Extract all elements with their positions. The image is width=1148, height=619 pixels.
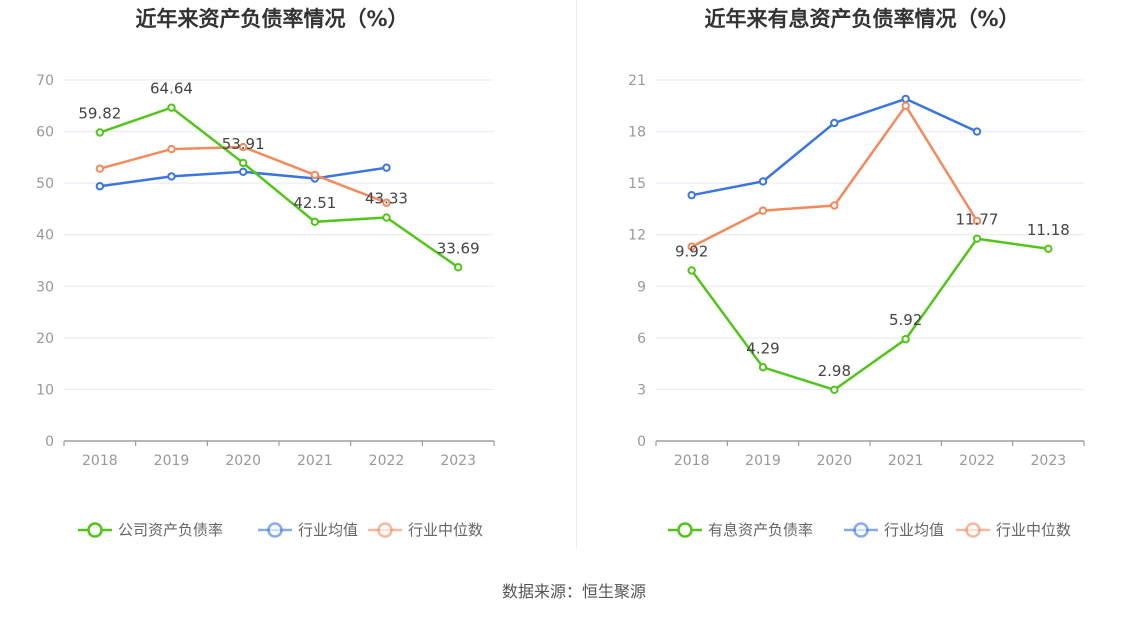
data-point[interactable] bbox=[1044, 244, 1053, 254]
data-point[interactable] bbox=[901, 335, 910, 344]
series-line-1 bbox=[691, 97, 978, 197]
data-point[interactable] bbox=[830, 385, 839, 394]
data-label: 9.92 bbox=[675, 242, 708, 260]
y-tick-label: 10 bbox=[36, 382, 54, 398]
data-point[interactable] bbox=[310, 217, 320, 226]
data-point[interactable] bbox=[238, 167, 248, 176]
data-point[interactable] bbox=[382, 213, 391, 222]
data-label: 59.82 bbox=[78, 104, 121, 122]
legend-item-0[interactable]: 有息资产负债率 bbox=[668, 521, 813, 539]
x-tick-label: 2019 bbox=[745, 453, 781, 469]
series-line-0 bbox=[690, 237, 1049, 392]
legend-item-1[interactable]: 行业均值 bbox=[844, 521, 944, 539]
legend-label: 行业均值 bbox=[884, 521, 944, 539]
chart-title: 近年来资产负债率情况（%） bbox=[135, 7, 408, 31]
data-label: 5.92 bbox=[889, 311, 922, 329]
legend-label: 行业中位数 bbox=[996, 521, 1071, 539]
data-point[interactable] bbox=[901, 94, 910, 104]
y-tick-label: 50 bbox=[36, 176, 54, 192]
data-point[interactable] bbox=[687, 190, 696, 200]
data-point[interactable] bbox=[167, 144, 176, 154]
data-point[interactable] bbox=[972, 127, 982, 136]
legend-marker bbox=[965, 522, 981, 538]
data-point[interactable] bbox=[382, 198, 391, 207]
data-label: 42.51 bbox=[293, 194, 336, 212]
y-tick-label: 30 bbox=[36, 279, 54, 295]
data-label: 11.18 bbox=[1027, 221, 1070, 239]
legend-marker bbox=[267, 522, 283, 538]
data-point[interactable] bbox=[687, 242, 696, 251]
data-label: 43.33 bbox=[365, 190, 408, 208]
legend-item-2[interactable]: 行业中位数 bbox=[956, 521, 1071, 539]
y-tick-label: 70 bbox=[36, 73, 54, 89]
data-point[interactable] bbox=[453, 263, 463, 272]
data-point[interactable] bbox=[972, 216, 982, 226]
x-tick-label: 2022 bbox=[369, 453, 405, 469]
data-label: 53.91 bbox=[222, 135, 265, 153]
y-tick-label: 20 bbox=[36, 331, 54, 347]
y-tick-label: 6 bbox=[637, 331, 646, 347]
x-tick-label: 2020 bbox=[817, 453, 853, 469]
chart-title: 近年来有息资产负债率情况（%） bbox=[704, 7, 1019, 31]
data-point[interactable] bbox=[95, 128, 105, 137]
x-tick-label: 2018 bbox=[674, 453, 710, 469]
data-point[interactable] bbox=[972, 234, 982, 243]
legend-item-0[interactable]: 公司资产负债率 bbox=[78, 521, 223, 539]
y-tick-label: 0 bbox=[637, 434, 646, 450]
data-point[interactable] bbox=[830, 201, 839, 210]
legend-label: 有息资产负债率 bbox=[708, 521, 813, 539]
x-tick-label: 2022 bbox=[959, 453, 995, 469]
data-point[interactable] bbox=[830, 118, 839, 128]
y-tick-label: 60 bbox=[36, 125, 54, 141]
data-label: 2.98 bbox=[818, 362, 851, 380]
legend-item-1[interactable]: 行业均值 bbox=[258, 521, 358, 539]
legend-label: 行业均值 bbox=[298, 521, 358, 539]
y-tick-label: 3 bbox=[637, 382, 646, 398]
x-tick-label: 2021 bbox=[888, 453, 924, 469]
y-tick-label: 0 bbox=[45, 434, 54, 450]
y-tick-label: 40 bbox=[36, 228, 54, 244]
series-line-0 bbox=[99, 106, 459, 269]
legend-item-2[interactable]: 行业中位数 bbox=[368, 521, 483, 539]
data-point[interactable] bbox=[167, 103, 176, 112]
data-point[interactable] bbox=[310, 170, 320, 180]
x-tick-label: 2021 bbox=[297, 453, 333, 469]
legend-label: 公司资产负债率 bbox=[118, 521, 223, 539]
x-tick-label: 2019 bbox=[154, 453, 190, 469]
x-tick-label: 2023 bbox=[1031, 453, 1067, 469]
y-tick-label: 18 bbox=[628, 125, 646, 141]
x-tick-label: 2020 bbox=[225, 453, 261, 469]
data-source: 数据来源：恒生聚源 bbox=[501, 582, 646, 601]
panel-divider bbox=[576, 0, 577, 548]
y-tick-label: 15 bbox=[628, 176, 646, 192]
y-tick-label: 21 bbox=[628, 73, 646, 89]
legend-label: 行业中位数 bbox=[408, 521, 483, 539]
x-tick-label: 2023 bbox=[440, 453, 476, 469]
data-label: 4.29 bbox=[746, 339, 779, 357]
data-point[interactable] bbox=[95, 164, 105, 173]
data-label: 33.69 bbox=[437, 239, 480, 257]
x-tick-label: 2018 bbox=[82, 453, 118, 469]
data-point[interactable] bbox=[687, 266, 696, 275]
legend-marker bbox=[87, 522, 103, 538]
data-point[interactable] bbox=[238, 158, 248, 168]
legend-marker bbox=[853, 522, 869, 538]
y-tick-label: 9 bbox=[637, 279, 646, 295]
data-point[interactable] bbox=[167, 172, 176, 181]
y-tick-label: 12 bbox=[628, 228, 646, 244]
data-point[interactable] bbox=[238, 142, 248, 152]
data-label: 11.77 bbox=[956, 211, 999, 229]
data-label: 64.64 bbox=[150, 80, 193, 98]
data-point[interactable] bbox=[95, 182, 105, 191]
data-point[interactable] bbox=[758, 177, 768, 186]
data-point[interactable] bbox=[382, 163, 391, 172]
legend-marker bbox=[377, 522, 393, 538]
data-point[interactable] bbox=[758, 363, 768, 372]
legend-marker bbox=[677, 522, 693, 538]
debt-ratio-chart: 近年来资产负债率情况（%） 0 10 20 30 40 50 60 70 2018 2019 2020… bbox=[36, 7, 495, 539]
data-point[interactable] bbox=[901, 101, 910, 110]
interest-debt-ratio-chart: 近年来有息资产负债率情况（%） 0 3 6 9 12 15 18 21 2018 2019 2020 2… bbox=[628, 7, 1085, 539]
data-point[interactable] bbox=[758, 206, 768, 215]
